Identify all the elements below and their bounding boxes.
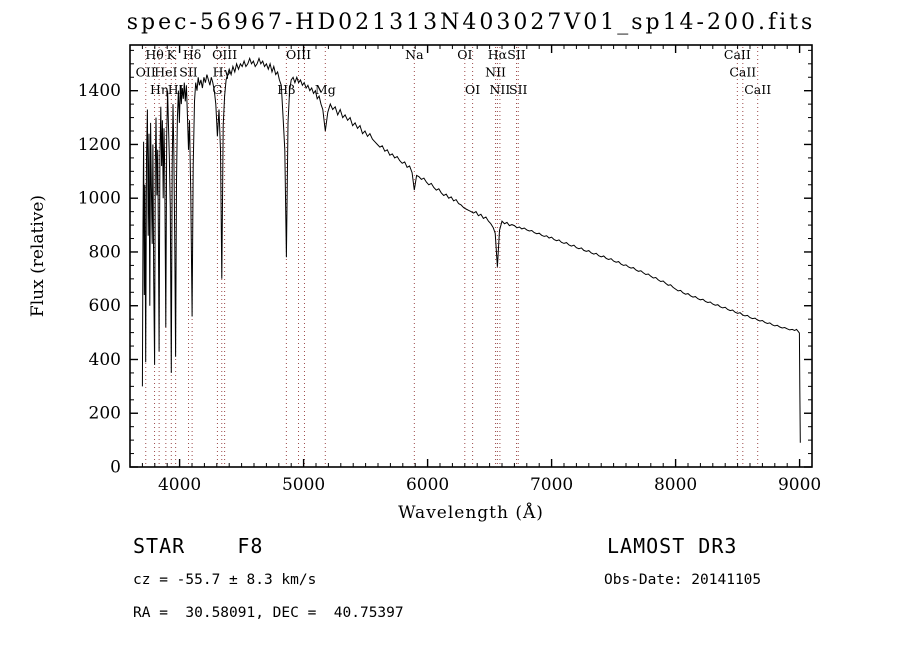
x-tick-label: 4000 bbox=[158, 475, 201, 495]
spectral-line-label: CaII bbox=[724, 47, 751, 62]
y-tick-label: 800 bbox=[89, 242, 121, 262]
cz-velocity-text: cz = -55.7 ± 8.3 km/s bbox=[133, 572, 317, 588]
spectral-line-label: Hη bbox=[150, 82, 168, 97]
spectral-line-label: SII bbox=[179, 65, 198, 80]
obs-date-text: Obs-Date: 20141105 bbox=[604, 572, 762, 588]
y-tick-label: 1200 bbox=[78, 135, 121, 155]
spectral-line-label: OI bbox=[465, 82, 480, 97]
spectral-line-label: OIII bbox=[212, 47, 237, 62]
spectral-line-label: CaII bbox=[744, 82, 771, 97]
spectral-line-label: OI bbox=[457, 47, 472, 62]
spectral-line-label: Hδ bbox=[183, 47, 201, 62]
ra-dec-text: RA = 30.58091, DEC = 40.75397 bbox=[133, 605, 404, 621]
spectral-line-label: Hβ bbox=[277, 82, 295, 97]
spectral-line-label: SII bbox=[509, 82, 528, 97]
y-tick-label: 1400 bbox=[78, 81, 121, 101]
spectral-line-label: Na bbox=[405, 47, 424, 62]
spectral-line-label: NII bbox=[485, 65, 506, 80]
spectral-line-label: Mg bbox=[315, 82, 336, 97]
x-axis-label: Wavelength (Å) bbox=[398, 503, 544, 523]
page-title: spec-56967-HD021313N403027V01_sp14-200.f… bbox=[126, 10, 816, 35]
spectral-line-label: SII bbox=[507, 47, 526, 62]
spectral-line-label: Hα bbox=[488, 47, 508, 62]
survey-name-text: LAMOST DR3 bbox=[607, 534, 738, 558]
spectral-line-label: HeI bbox=[154, 65, 177, 80]
spectral-line-label: OIII bbox=[286, 47, 311, 62]
x-tick-label: 8000 bbox=[654, 475, 697, 495]
x-tick-label: 7000 bbox=[530, 475, 573, 495]
object-class-text: STAR F8 bbox=[133, 534, 264, 558]
spectral-line-label: G bbox=[212, 82, 222, 97]
plot-frame bbox=[129, 44, 813, 468]
spectral-line-label: NII bbox=[489, 82, 510, 97]
y-tick-label: 0 bbox=[110, 458, 121, 478]
spectral-line-label: Hγ bbox=[213, 65, 231, 80]
y-axis-label: Flux (relative) bbox=[28, 194, 48, 318]
spectral-line-label: Hθ bbox=[145, 47, 163, 62]
spectral-line-label: OII bbox=[136, 65, 156, 80]
y-tick-label: 1000 bbox=[78, 189, 121, 209]
y-tick-label: 400 bbox=[89, 350, 121, 370]
x-tick-label: 5000 bbox=[282, 475, 325, 495]
spectrum-trace bbox=[141, 56, 801, 443]
y-tick-label: 600 bbox=[89, 296, 121, 316]
spectral-line-label: K bbox=[167, 47, 177, 62]
x-tick-label: 6000 bbox=[406, 475, 449, 495]
spectral-line-label: CaII bbox=[729, 65, 756, 80]
y-tick-label: 200 bbox=[89, 404, 121, 424]
x-tick-label: 9000 bbox=[778, 475, 821, 495]
